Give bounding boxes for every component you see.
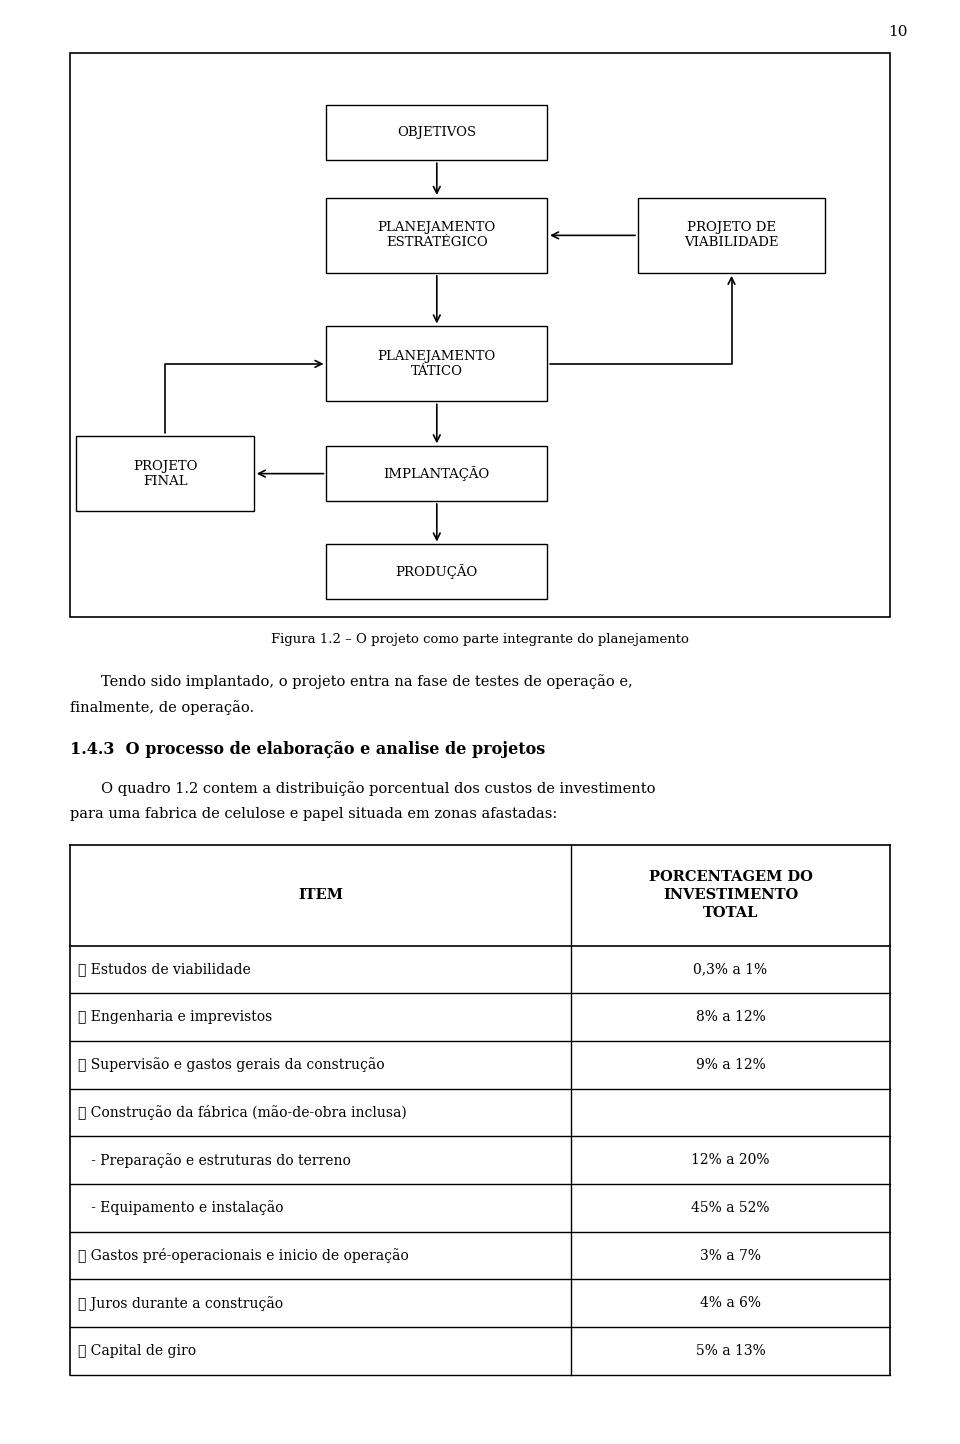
Text: ➤ Gastos pré-operacionais e inicio de operação: ➤ Gastos pré-operacionais e inicio de op… [78, 1248, 409, 1264]
Text: PROJETO DE
VIABILIDADE: PROJETO DE VIABILIDADE [684, 221, 779, 250]
Text: 3% a 7%: 3% a 7% [700, 1249, 761, 1262]
Text: finalmente, de operação.: finalmente, de operação. [70, 700, 254, 715]
Text: PLANEJAMENTO
TÁTICO: PLANEJAMENTO TÁTICO [377, 349, 496, 378]
Text: - Equipamento e instalação: - Equipamento e instalação [78, 1200, 283, 1216]
Text: IMPLANTAÇÃO: IMPLANTAÇÃO [384, 466, 490, 481]
Text: 12% a 20%: 12% a 20% [691, 1154, 770, 1167]
Text: para uma fabrica de celulose e papel situada em zonas afastadas:: para uma fabrica de celulose e papel sit… [70, 807, 558, 822]
Text: PLANEJAMENTO
ESTRATÉGICO: PLANEJAMENTO ESTRATÉGICO [377, 221, 496, 250]
Bar [326, 105, 547, 160]
Bar [76, 436, 253, 511]
Bar [326, 326, 547, 401]
Text: Tendo sido implantado, o projeto entra na fase de testes de operação e,: Tendo sido implantado, o projeto entra n… [101, 674, 633, 689]
Text: ITEM: ITEM [299, 888, 343, 902]
Text: 8% a 12%: 8% a 12% [696, 1011, 765, 1024]
Text: - Preparação e estruturas do terreno: - Preparação e estruturas do terreno [78, 1152, 350, 1168]
Text: PROJETO
FINAL: PROJETO FINAL [132, 459, 198, 488]
Bar [70, 53, 890, 617]
Text: 45% a 52%: 45% a 52% [691, 1201, 770, 1214]
Text: O quadro 1.2 contem a distribuição porcentual dos custos de investimento: O quadro 1.2 contem a distribuição porce… [101, 781, 656, 796]
Text: ➤ Supervisão e gastos gerais da construção: ➤ Supervisão e gastos gerais da construç… [78, 1057, 384, 1073]
Text: 5% a 13%: 5% a 13% [696, 1344, 765, 1357]
Bar [326, 198, 547, 273]
Text: 9% a 12%: 9% a 12% [696, 1058, 765, 1071]
Text: 10: 10 [888, 25, 907, 39]
Text: ➤ Construção da fábrica (mão-de-obra inclusa): ➤ Construção da fábrica (mão-de-obra inc… [78, 1105, 406, 1121]
Text: 1.4.3  O processo de elaboração e analise de projetos: 1.4.3 O processo de elaboração e analise… [70, 741, 545, 758]
Text: PRODUÇÃO: PRODUÇÃO [396, 565, 478, 579]
Text: ➤ Juros durante a construção: ➤ Juros durante a construção [78, 1295, 283, 1311]
Bar [637, 198, 825, 273]
Text: OBJETIVOS: OBJETIVOS [397, 126, 476, 140]
Text: ➤ Capital de giro: ➤ Capital de giro [78, 1344, 196, 1357]
Text: ➤ Engenharia e imprevistos: ➤ Engenharia e imprevistos [78, 1011, 272, 1024]
Bar [326, 544, 547, 599]
Text: 4% a 6%: 4% a 6% [700, 1297, 761, 1310]
Text: Figura 1.2 – O projeto como parte integrante do planejamento: Figura 1.2 – O projeto como parte integr… [271, 632, 689, 647]
Bar [326, 446, 547, 501]
Text: 0,3% a 1%: 0,3% a 1% [693, 963, 768, 976]
Text: PORCENTAGEM DO
INVESTIMENTO
TOTAL: PORCENTAGEM DO INVESTIMENTO TOTAL [649, 871, 812, 920]
Text: ➤ Estudos de viabilidade: ➤ Estudos de viabilidade [78, 963, 251, 976]
